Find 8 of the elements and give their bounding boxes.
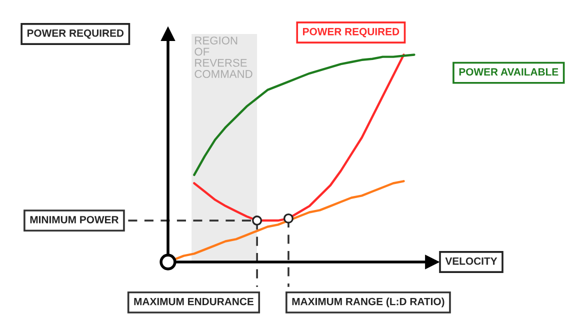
text: MAXIMUM RANGE (L:D RATIO) [292, 298, 444, 308]
x-axis-title: VELOCITY [445, 257, 498, 265]
y-axis-title: POWER REQUIRED [27, 29, 124, 39]
text: POWER AVAILABLE [459, 68, 558, 76]
text: MAXIMUM ENDURANCE [134, 298, 254, 306]
series-label: POWER REQUIRED [303, 28, 400, 38]
ref-line-label: MINIMUM POWER [30, 216, 119, 224]
annotation: REGION OF REVERSE COMMAND [194, 36, 252, 78]
